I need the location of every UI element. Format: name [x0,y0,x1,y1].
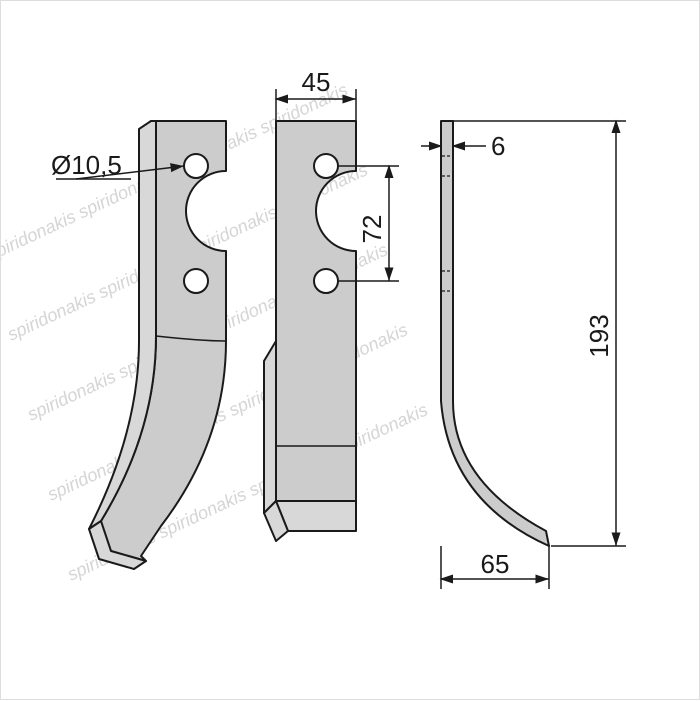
middle-hole-top [314,154,338,178]
left-hole-bottom [184,269,208,293]
right-profile [441,121,549,546]
left-hole-top [184,154,208,178]
middle-hole-bottom [314,269,338,293]
dim-6-text: 6 [491,131,505,161]
dim-width-65: 65 [441,546,549,589]
dim-193-text: 193 [584,314,614,357]
dim-72-text: 72 [357,215,387,244]
middle-left-bevel [264,341,276,513]
dim-65-text: 65 [481,549,510,579]
dim-width-45-text: 45 [302,67,331,97]
middle-bottom-chamfer [276,501,356,531]
view-right [441,121,549,546]
technical-drawing: spiridonakis spiridonakis spiridonakis s… [0,0,700,700]
drawing-svg: spiridonakis spiridonakis spiridonakis s… [1,1,700,701]
dim-hole-diameter-text: Ø10,5 [51,150,122,180]
dim-thickness-6: 6 [421,131,505,161]
